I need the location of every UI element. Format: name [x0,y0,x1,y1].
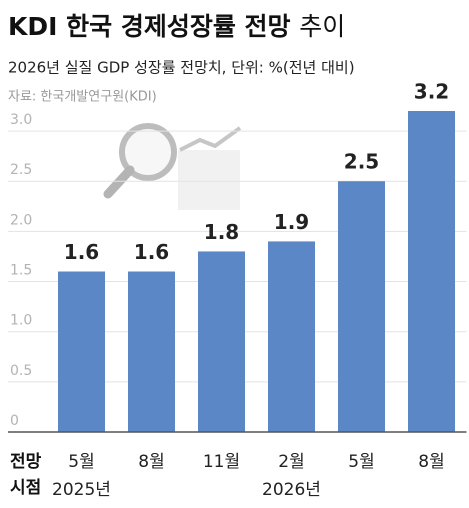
x-axis-label: 시점 [10,478,41,498]
y-tick-label: 1.0 [10,313,32,329]
year-label: 2026년 [262,480,321,500]
illustration-box [178,150,240,210]
bar [338,181,385,432]
y-tick-label: 3.0 [10,112,32,128]
illustration [103,123,242,210]
x-tick-label: 2월 [278,452,304,472]
y-tick-label: 0.5 [10,363,32,379]
y-tick-label: 0 [10,413,19,429]
source: 자료: 한국개발연구원(KDI) [8,90,157,105]
year-label: 2025년 [52,480,111,500]
bar [58,271,105,432]
bar [198,251,245,432]
title-light: 추이 [299,12,345,41]
y-tick-label: 2.0 [10,212,32,228]
subtitle: 2026년 실질 GDP 성장률 전망치, 단위: %(전년 대비) [8,59,355,77]
value-label: 1.6 [134,240,169,264]
illustration-lens [119,123,177,181]
y-tick-label: 2.5 [10,162,32,178]
x-tick-label: 11월 [203,452,240,472]
illustration-line [179,126,242,152]
title-bold: KDI 한국 경제성장률 전망 [8,12,291,41]
bar [128,271,175,432]
x-tick-label: 5월 [348,452,374,472]
bar [408,111,455,432]
x-tick-label: 5월 [68,452,94,472]
value-label: 3.2 [414,80,449,104]
value-label: 1.8 [204,220,239,244]
illustration-handle [103,165,135,199]
x-axis-label: 전망 [10,452,42,472]
chart-title: KDI 한국 경제성장률 전망 추이 [8,12,345,41]
y-tick-label: 1.5 [10,263,32,279]
x-tick-label: 8월 [138,452,164,472]
value-label: 2.5 [344,150,379,174]
bar [268,241,315,432]
value-label: 1.6 [64,240,99,264]
x-tick-label: 8월 [418,452,444,472]
value-label: 1.9 [274,210,309,234]
